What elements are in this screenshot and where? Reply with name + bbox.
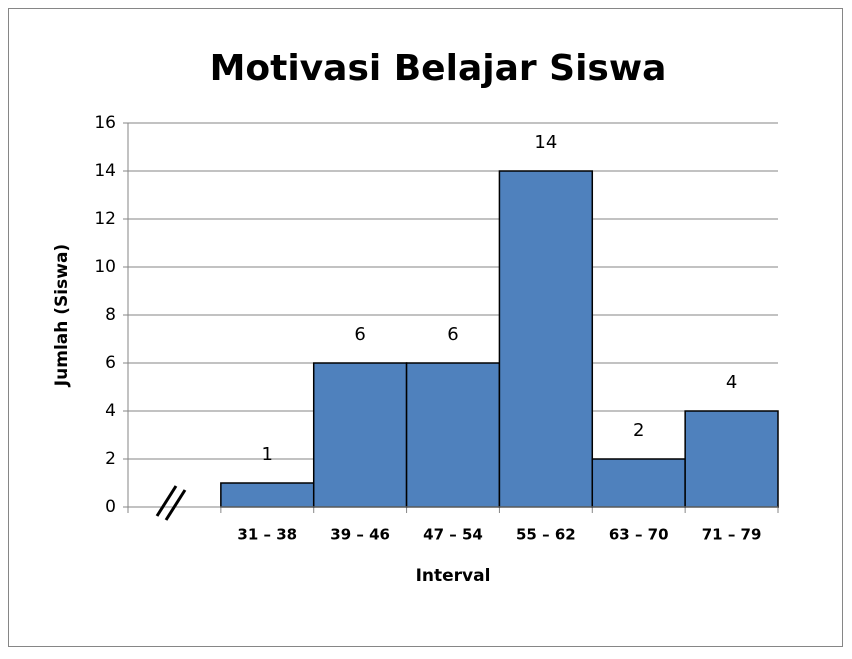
y-tick-label: 16 <box>94 113 116 133</box>
data-label: 4 <box>726 372 737 393</box>
chart-title: Motivasi Belajar Siswa <box>210 48 667 89</box>
bar <box>312 362 408 508</box>
bar <box>220 482 315 508</box>
data-label: 2 <box>633 420 644 441</box>
chart-border <box>8 8 843 647</box>
y-tick-label: 12 <box>94 209 116 229</box>
x-tick-label: 39 – 46 <box>330 526 390 544</box>
y-tick-label: 6 <box>105 353 116 373</box>
axis-break <box>164 489 187 521</box>
y-tick-label: 8 <box>105 305 116 325</box>
y-tick-label: 14 <box>94 161 116 181</box>
data-label: 6 <box>354 324 365 345</box>
y-tick-label: 0 <box>105 497 116 517</box>
x-axis-label: Interval <box>416 566 491 586</box>
y-tick-label: 10 <box>94 257 116 277</box>
data-label: 6 <box>447 324 458 345</box>
x-tick-label: 63 – 70 <box>609 526 669 544</box>
bar <box>684 410 779 508</box>
x-tick-label: 47 – 54 <box>423 526 483 544</box>
y-axis-label: Jumlah (Siswa) <box>52 244 72 387</box>
x-tick-label: 71 – 79 <box>702 526 762 544</box>
y-tick-label: 4 <box>105 401 116 421</box>
data-label: 14 <box>534 132 557 153</box>
x-tick-label: 55 – 62 <box>516 526 576 544</box>
bar <box>405 362 501 508</box>
y-tick-label: 2 <box>105 449 116 469</box>
axis-break <box>155 485 178 517</box>
bar <box>591 458 686 508</box>
data-label: 1 <box>262 444 273 465</box>
bar <box>498 170 594 508</box>
x-tick-label: 31 – 38 <box>237 526 297 544</box>
